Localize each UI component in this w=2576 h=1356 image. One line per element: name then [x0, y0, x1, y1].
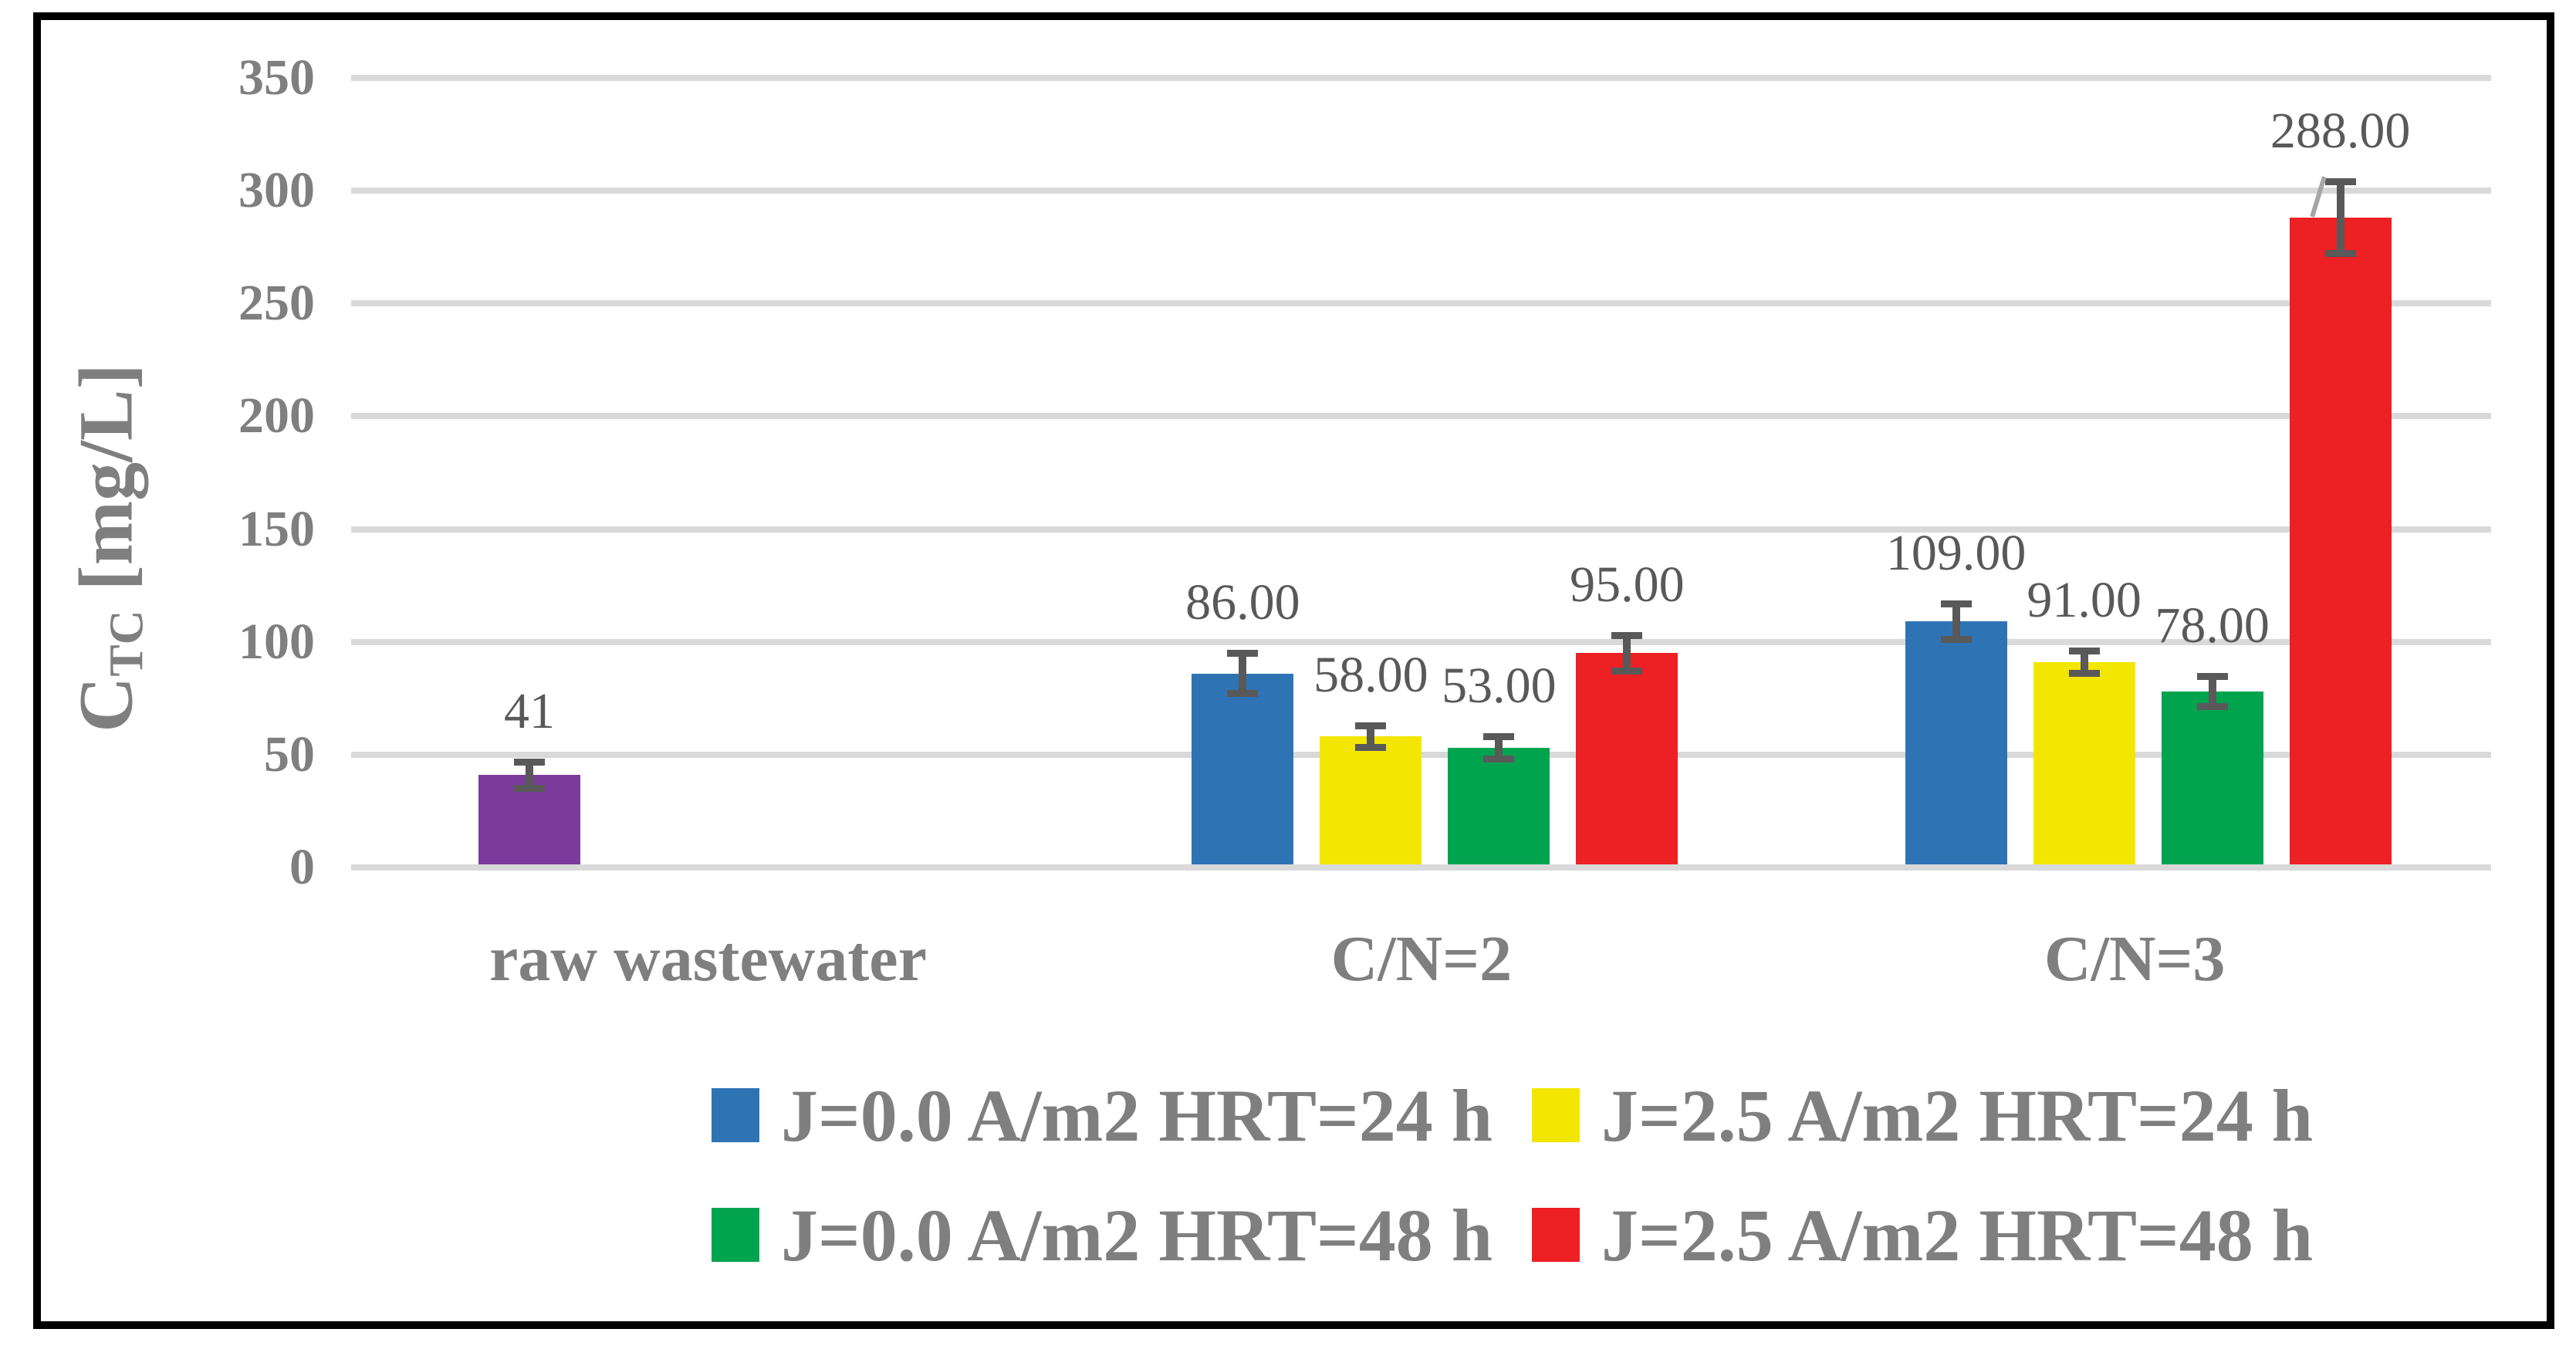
y-tick-label-100: 100	[238, 613, 315, 670]
data-label-s2-c1: 53.00	[1442, 658, 1557, 715]
y-tick-label-350: 350	[238, 49, 315, 106]
error-bar-line	[526, 761, 533, 789]
error-bar-cap-top	[2068, 648, 2100, 655]
error-bar-cap-top	[1227, 650, 1259, 658]
error-bar-cap-bottom	[1227, 689, 1259, 697]
error-bar-cap-top	[2324, 178, 2356, 186]
data-label-s3-c1: 95.00	[1570, 556, 1685, 613]
data-label-s0-c0: 41	[504, 682, 555, 739]
error-bar-cap-top	[1611, 631, 1643, 639]
y-tick-label-200: 200	[238, 387, 315, 445]
error-bar-cap-bottom	[2068, 669, 2100, 677]
y-tick-label-50: 50	[264, 725, 315, 783]
legend-item-3: J=0.0 A/m2 HRT=48 h	[712, 1194, 1493, 1277]
error-bar-line	[2208, 675, 2216, 708]
error-bar-cap-bottom	[2324, 249, 2356, 257]
bar-s2-c1	[1448, 748, 1550, 864]
error-bar-cap-top	[2196, 672, 2228, 680]
legend-item-2: J=2.5 A/m2 HRT=24 h	[1532, 1074, 2313, 1157]
error-bar-line	[1952, 604, 1960, 640]
x-category-label-2: C/N=3	[2044, 923, 2226, 995]
error-bar-cap-top	[1355, 722, 1387, 729]
data-label-s2-c2: 78.00	[2155, 597, 2270, 654]
gridline-100	[351, 638, 2491, 645]
error-bar-cap-top	[1483, 733, 1515, 741]
legend-label: J=0.0 A/m2 HRT=24 h	[781, 1074, 1493, 1157]
legend-swatch-yellow	[1532, 1088, 1580, 1142]
legend-label: J=2.5 A/m2 HRT=24 h	[1601, 1074, 2314, 1157]
error-bar-line	[1239, 653, 1247, 694]
error-bar-cap-bottom	[1611, 667, 1643, 675]
data-label-s0-c1: 86.00	[1185, 574, 1300, 631]
bar-s2-c2	[2161, 692, 2263, 864]
data-label-s0-c2: 109.00	[1885, 525, 2027, 581]
y-tick-label-250: 250	[238, 275, 315, 332]
gridline-250	[351, 300, 2491, 307]
gridline-300	[351, 188, 2491, 194]
gridline-0	[351, 864, 2491, 871]
y-tick-label-300: 300	[238, 162, 315, 219]
data-label-s1-c1: 58.00	[1313, 646, 1428, 703]
error-bar-line	[2336, 181, 2344, 254]
legend-item-1: J=0.0 A/m2 HRT=24 h	[712, 1074, 1493, 1157]
gridline-350	[351, 74, 2491, 81]
error-bar-cap-top	[1940, 600, 1972, 607]
legend-swatch-green	[712, 1208, 759, 1262]
error-bar-cap-bottom	[1355, 744, 1387, 752]
bar-s1-c2	[2033, 662, 2135, 864]
bar-s0-c1	[1192, 673, 1294, 864]
error-bar-line	[1623, 634, 1631, 671]
error-bar-cap-bottom	[2196, 703, 2228, 711]
bar-s3-c2	[2289, 218, 2392, 864]
error-bar-cap-bottom	[1483, 755, 1515, 763]
error-bar-line	[1367, 725, 1375, 749]
bar-s1-c1	[1320, 736, 1422, 864]
legend-swatch-blue	[712, 1088, 759, 1142]
x-category-label-1: C/N=2	[1330, 923, 1513, 995]
data-label-s1-c2: 91.00	[2027, 572, 2142, 629]
error-bar-line	[1495, 736, 1503, 759]
gridline-200	[351, 413, 2491, 420]
y-tick-label-0: 0	[289, 839, 315, 895]
gridline-150	[351, 526, 2491, 533]
legend-label: J=0.0 A/m2 HRT=48 h	[781, 1193, 1493, 1277]
error-bar-line	[2080, 651, 2088, 674]
legend-label: J=2.5 A/m2 HRT=48 h	[1601, 1193, 2314, 1277]
x-category-label-0: raw wastewater	[489, 923, 927, 995]
error-bar-cap-bottom	[1940, 635, 1972, 643]
data-label-s3-c2: 288.00	[2270, 103, 2411, 160]
error-bar-cap-bottom	[514, 784, 545, 792]
bar-s0-c2	[1905, 621, 2007, 864]
y-tick-label-150: 150	[238, 500, 315, 557]
bar-s3-c1	[1576, 653, 1678, 864]
legend-item-4: J=2.5 A/m2 HRT=48 h	[1532, 1194, 2313, 1277]
legend-swatch-red	[1532, 1208, 1580, 1262]
error-bar-cap-top	[514, 758, 545, 766]
